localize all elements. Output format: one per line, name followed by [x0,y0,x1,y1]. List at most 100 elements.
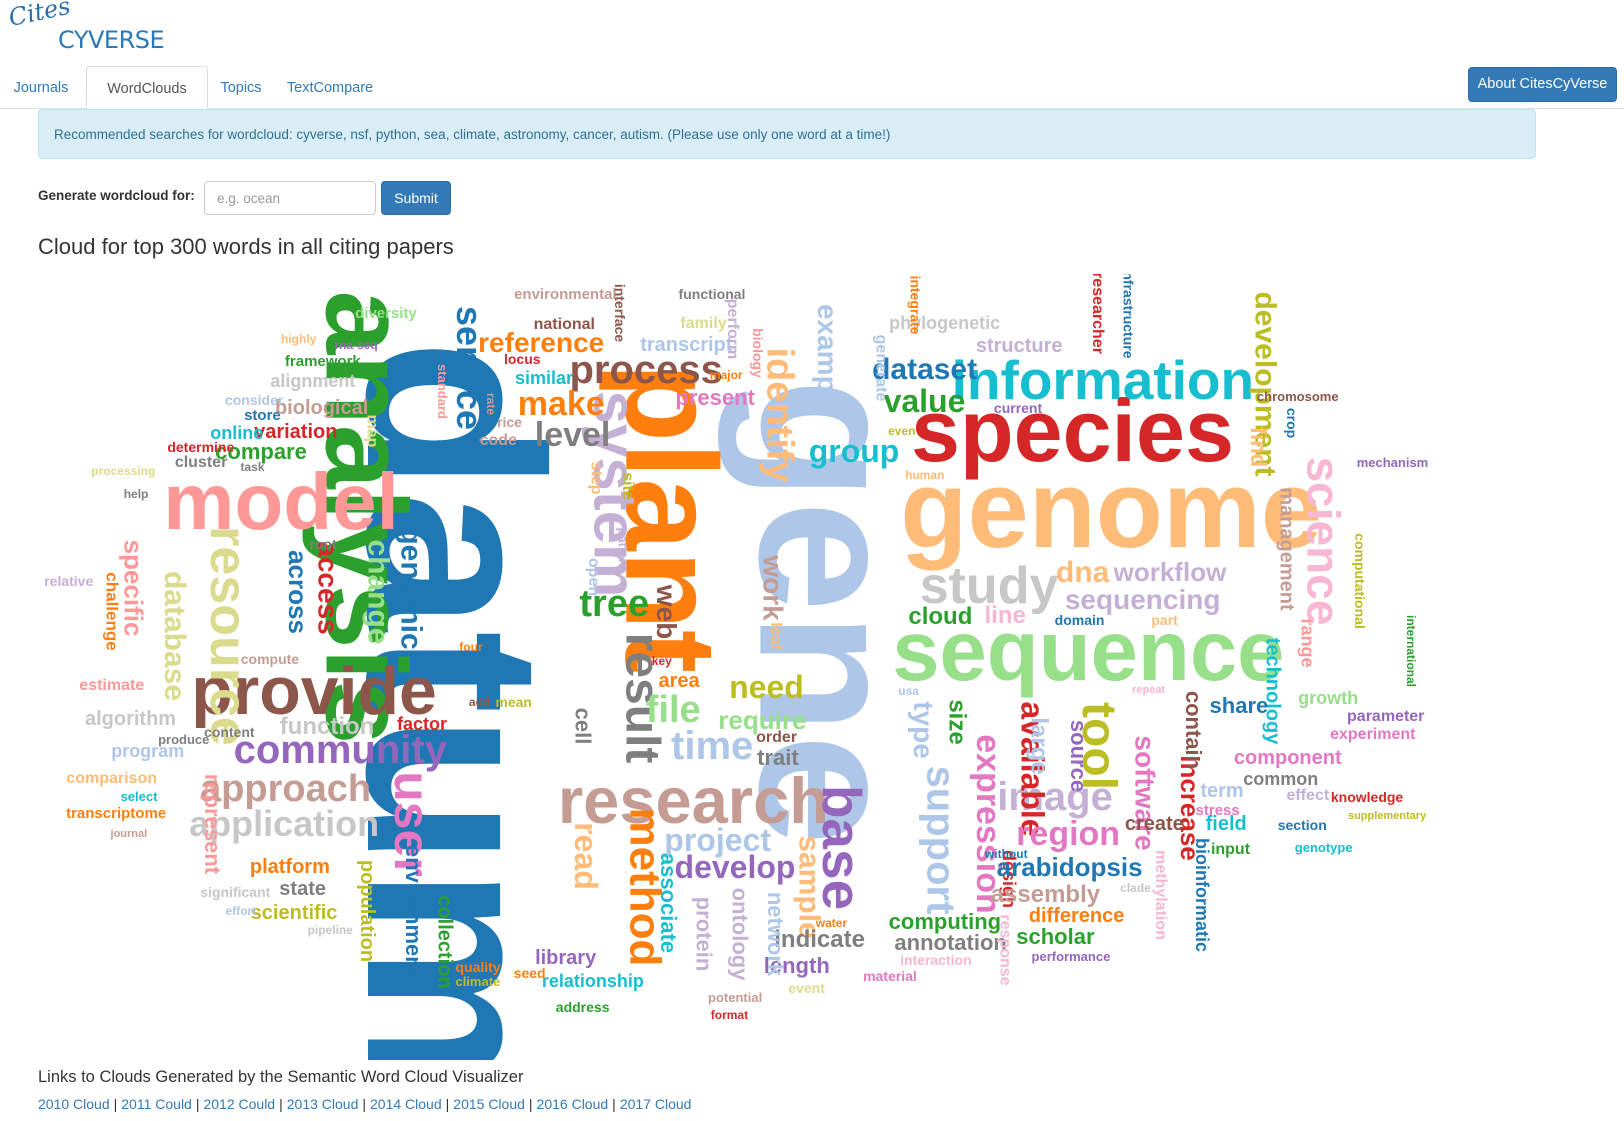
cloud-word: family [680,314,727,332]
cloud-word: annotation [894,929,1007,955]
logo-cyverse-text: CYVERSE [58,26,165,54]
cloud-word: input [1210,841,1251,859]
cloud-word: present [675,385,755,411]
cloud-word: functional [678,285,746,302]
cloud-word: knowledge [1330,788,1404,805]
about-button[interactable]: About CitesCyVerse [1468,67,1617,102]
cloud-word: national [533,316,595,334]
cloud-word: key [651,654,672,669]
cloud-word: step [587,461,605,495]
cloud-word: climate [455,973,501,989]
wordcloud-search-input[interactable] [204,181,376,215]
cloud-word: mechanism [1356,455,1429,471]
submit-button[interactable]: Submit [381,181,451,215]
link-separator: | [612,1096,616,1112]
cloud-word: comparison [66,770,157,788]
cloud-word: structure [975,334,1063,357]
link-separator: | [113,1096,118,1112]
cloud-word: locus [503,350,541,367]
nav-tabs: Journals WordClouds Topics TextCompare [0,66,1624,110]
cloud-word: integrate [908,275,925,335]
cloud-word: share [1209,693,1269,719]
cloud-word: management [1275,487,1298,611]
cloud-word: select [120,789,158,805]
cloud-year-link[interactable]: 2017 Cloud [619,1096,692,1112]
cloud-word: clade [1120,880,1151,895]
cloud-word: component [1233,747,1342,770]
cloud-word: researcher [1088,274,1106,355]
cloud-word: work [757,555,789,622]
cloud-word: scientific [250,902,338,925]
cloud-word: phylogenetic [889,312,1001,333]
cloud-word: size [943,699,971,745]
cloud-word: dna [1056,555,1110,589]
tab-journals[interactable]: Journals [13,80,69,96]
link-separator: | [445,1096,450,1112]
cloud-word: similar [515,367,574,388]
cloud-word: cluster [174,453,228,471]
cloud-word: part [1151,611,1178,628]
cloud-word: significant [200,883,271,900]
cloud-word: domain [1054,611,1105,628]
cloud-year-link[interactable]: 2016 Cloud [536,1096,609,1112]
cloud-word: environment [401,844,427,977]
cloud-word: order [756,728,798,746]
cloud-word: biology [749,327,766,378]
cloud-word: online [210,422,264,443]
cloud-year-link[interactable]: 2010 Cloud [38,1096,110,1112]
cloud-word: computing [888,909,1002,935]
cloud-word: ontology [727,887,753,981]
cloud-word: quality [455,959,501,976]
cloud-word: usa [898,683,919,698]
cloud-word: environmental [514,285,617,303]
cloud-word: large [1025,716,1053,775]
cloud-word: format [710,1008,749,1023]
cloud-word: need [729,668,804,705]
cloud-word: crop [1284,408,1301,439]
cloud-word: genome [900,447,1322,571]
tab-textcompare[interactable]: TextCompare [286,80,374,96]
cloud-word: computational [1351,532,1368,629]
cloud-word: technology [1260,637,1283,744]
cloud-year-link[interactable]: 2011 Could [121,1096,192,1112]
cloud-word: supplementary [1347,809,1427,822]
cloud-word: response [997,914,1015,986]
cloud-word: relative [44,572,94,589]
cloud-word: rice [497,413,522,430]
cloud-word: compute [240,651,300,668]
cloud-word: across [283,550,314,635]
cloud-word: root [309,535,337,552]
cloud-word: project [664,821,771,858]
cloud-word: highly [280,332,317,347]
cloud-word: leaf [767,621,785,650]
cloud-word: experiment [1330,726,1416,744]
tab-wordclouds[interactable]: WordClouds [86,66,208,110]
cloud-word: collection [434,895,457,989]
cloud-word: bioinformatic [1191,837,1212,952]
cloud-year-link[interactable]: 2015 Cloud [453,1096,525,1112]
cloud-word: associate [655,852,681,953]
cloud-word: task [240,459,265,474]
cloud-word: human [905,468,945,483]
cloud-word: add [468,695,491,710]
cloud-word: generate [871,334,889,402]
site-logo[interactable]: Cites CYVERSE [6,0,212,56]
cloud-year-link[interactable]: 2013 Cloud [286,1096,359,1112]
cloud-word: biological [274,396,369,419]
cloud-year-link[interactable]: 2014 Cloud [370,1096,442,1112]
cloud-word: rna-seq [334,337,378,352]
cloud-word: processing [91,463,156,478]
cloud-word: group [808,432,900,469]
cloud-word: produce [158,731,210,747]
cloud-word: population [356,859,379,962]
tab-topics[interactable]: Topics [220,80,262,96]
cloud-word: process [569,347,723,392]
cloud-word: area [658,670,700,693]
cloud-word: help [123,487,149,502]
cloud-word: reference [478,327,605,359]
cloud-year-link[interactable]: 2012 Could [203,1096,276,1112]
cloud-word: compare [215,438,307,464]
generate-label: Generate wordcloud for: [38,188,195,203]
cloud-word: event [788,979,825,996]
cloud-word: mean [495,694,532,711]
